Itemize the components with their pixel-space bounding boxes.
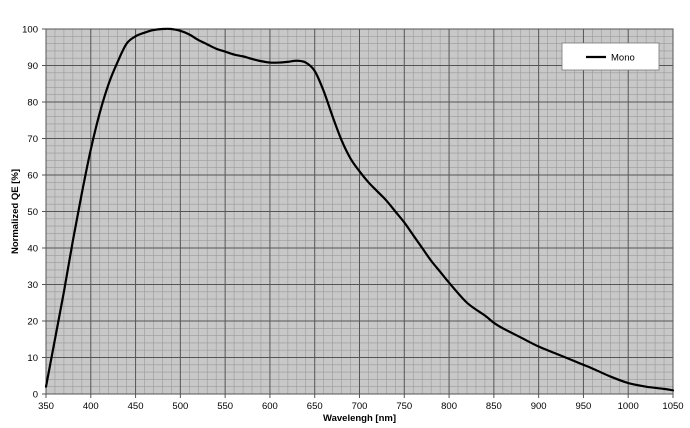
x-tick-label: 900	[531, 401, 547, 412]
x-tick-label: 600	[262, 401, 278, 412]
x-tick-label: 450	[128, 401, 144, 412]
y-tick-label: 80	[27, 98, 38, 109]
legend: Mono	[561, 42, 660, 71]
x-tick-label: 350	[38, 401, 54, 412]
major-grid	[46, 29, 673, 394]
series-line-mono	[44, 27, 675, 392]
x-tick-label: 800	[441, 401, 457, 412]
x-axis-title: Wavelengh [nm]	[323, 413, 396, 424]
y-tick-label: 0	[33, 390, 38, 401]
y-tick-label: 50	[27, 207, 38, 218]
x-tick-label: 400	[83, 401, 99, 412]
y-axis-ticks: 0 10 20 30 40 50 60 70 80 90 100	[22, 25, 46, 401]
x-tick-label: 750	[396, 401, 412, 412]
y-tick-label: 90	[27, 61, 38, 72]
x-tick-label: 650	[307, 401, 323, 412]
legend-label-mono: Mono	[611, 53, 635, 64]
y-tick-label: 60	[27, 171, 38, 182]
x-tick-label: 700	[352, 401, 368, 412]
y-tick-label: 40	[27, 244, 38, 255]
x-tick-label: 550	[217, 401, 233, 412]
legend-box	[561, 42, 660, 71]
y-tick-label: 10	[27, 353, 38, 364]
y-tick-label: 70	[27, 134, 38, 145]
x-tick-label: 1050	[662, 401, 683, 412]
y-axis-title: Normalized QE [%]	[10, 169, 21, 254]
x-tick-label: 1000	[618, 401, 639, 412]
y-tick-label: 30	[27, 280, 38, 291]
y-tick-label: 20	[27, 317, 38, 328]
y-tick-label: 100	[22, 25, 38, 36]
x-axis-ticks: 350 400 450 500 550 600 650 700 750 800 850 900 950 1…	[38, 394, 684, 412]
x-tick-label: 850	[486, 401, 502, 412]
x-tick-label: 500	[172, 401, 188, 412]
x-tick-label: 950	[575, 401, 591, 412]
